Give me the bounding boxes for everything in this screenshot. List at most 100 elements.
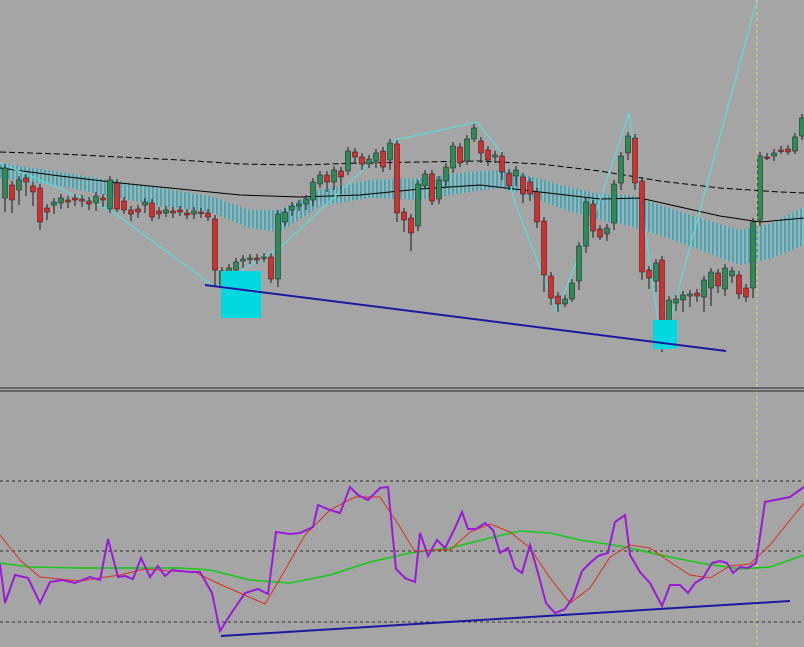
candle-bear <box>534 191 540 223</box>
candle-bear <box>359 156 365 165</box>
candle-bull <box>771 152 777 157</box>
candle-bear <box>44 207 50 213</box>
candle-bull <box>93 195 99 204</box>
candle-bull <box>492 154 498 158</box>
candle-bull <box>722 267 728 290</box>
candle-bear <box>198 211 204 214</box>
candle-bear <box>736 274 742 295</box>
candle-bear <box>128 209 134 215</box>
candle-bull <box>261 256 267 259</box>
candle-bear <box>541 220 547 276</box>
candle-bear <box>212 218 218 271</box>
candle-bull <box>562 298 568 305</box>
candle-bull <box>625 135 631 154</box>
candle-bull <box>471 127 477 140</box>
candle-bear <box>527 181 533 195</box>
candle-bull <box>282 211 288 223</box>
candle-bear <box>632 137 638 184</box>
candle-bull <box>611 183 617 224</box>
candle-bear <box>520 176 526 195</box>
candle-bear <box>86 200 92 205</box>
candle-bull <box>58 197 64 204</box>
candle-bull <box>303 198 309 205</box>
oscillator-main-line <box>0 485 804 634</box>
candle-bear <box>597 228 603 238</box>
candle-bear <box>79 198 85 202</box>
candle-bull <box>16 179 22 191</box>
candle-bull <box>51 201 57 206</box>
candle-bear <box>485 149 491 161</box>
candle-bear <box>394 143 400 214</box>
candle-bear <box>646 269 652 279</box>
candle-bull <box>107 179 113 210</box>
candle-bear <box>149 202 155 218</box>
candle-bear <box>72 197 78 201</box>
candle-bull <box>366 158 372 165</box>
candle-bull <box>680 294 686 301</box>
candle-bull <box>757 155 763 221</box>
candle-bull <box>345 150 351 172</box>
candle-bear <box>429 173 435 202</box>
candles-group <box>2 114 804 352</box>
candle-bear <box>9 184 15 201</box>
candle-bear <box>338 170 344 178</box>
candle-bull <box>464 138 470 162</box>
candle-bull <box>310 181 316 201</box>
candle-bear <box>23 177 29 183</box>
candle-bull <box>422 173 428 187</box>
candle-bear <box>408 217 414 234</box>
price-trendline <box>204 284 727 352</box>
candle-bear <box>184 212 190 216</box>
signal-marker-box <box>221 271 261 318</box>
candle-bear <box>121 200 127 211</box>
candle-bear <box>324 174 330 183</box>
candle-bull <box>415 183 421 227</box>
candle-bear <box>177 209 183 213</box>
candle-bull <box>331 169 337 183</box>
candle-bear <box>205 212 211 218</box>
candle-bull <box>191 210 197 215</box>
candle-bull <box>275 213 281 280</box>
candle-bear <box>156 210 162 215</box>
candle-bear <box>380 150 386 168</box>
candle-bear <box>764 156 770 159</box>
candle-bear <box>170 210 176 214</box>
candle-bear <box>254 257 260 261</box>
oscillator-signal-line <box>0 496 804 605</box>
candle-bull <box>569 282 575 300</box>
candle-bear <box>114 182 120 210</box>
candle-bear <box>457 146 463 164</box>
candle-bull <box>576 245 582 282</box>
candle-bull <box>687 293 693 297</box>
candle-bull <box>653 262 659 282</box>
candle-bull <box>792 136 798 152</box>
candle-bear <box>135 208 141 213</box>
candle-bull <box>799 117 804 137</box>
candle-bull <box>317 174 323 185</box>
candle-bear <box>555 295 561 305</box>
candle-bull <box>436 179 442 200</box>
candle-bull <box>583 201 589 247</box>
candle-bear <box>65 199 71 203</box>
candle-bull <box>142 201 148 206</box>
candle-bull <box>387 142 393 161</box>
candle-bear <box>548 275 554 299</box>
candle-bear <box>715 272 721 287</box>
candle-bull <box>618 155 624 184</box>
candle-bear <box>352 151 358 158</box>
candle-bull <box>708 271 714 289</box>
candle-bull <box>729 270 735 277</box>
candle-bear <box>785 148 791 153</box>
candle-bull <box>701 279 707 298</box>
candle-bull <box>443 166 449 182</box>
candle-bear <box>590 203 596 232</box>
candle-bear <box>743 287 749 298</box>
candle-bull <box>247 257 253 260</box>
candle-bear <box>506 172 512 187</box>
candle-bull <box>604 227 610 235</box>
candle-bull <box>233 261 239 271</box>
candle-bear <box>778 149 784 152</box>
candle-bull <box>296 203 302 207</box>
